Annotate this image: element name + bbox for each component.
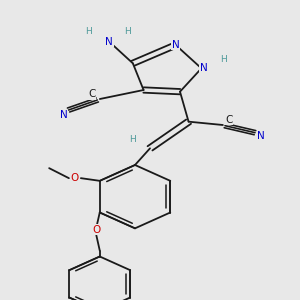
Text: O: O xyxy=(71,173,79,183)
Text: N: N xyxy=(257,131,265,141)
Text: H: H xyxy=(129,134,135,143)
Text: N: N xyxy=(60,110,67,120)
Text: N: N xyxy=(105,37,113,47)
Text: H: H xyxy=(124,26,131,35)
Text: N: N xyxy=(172,40,180,50)
Text: C: C xyxy=(226,115,233,125)
Text: N: N xyxy=(200,63,207,73)
Text: H: H xyxy=(220,55,227,64)
Text: H: H xyxy=(85,26,92,35)
Text: O: O xyxy=(92,225,100,235)
Text: C: C xyxy=(88,89,96,99)
